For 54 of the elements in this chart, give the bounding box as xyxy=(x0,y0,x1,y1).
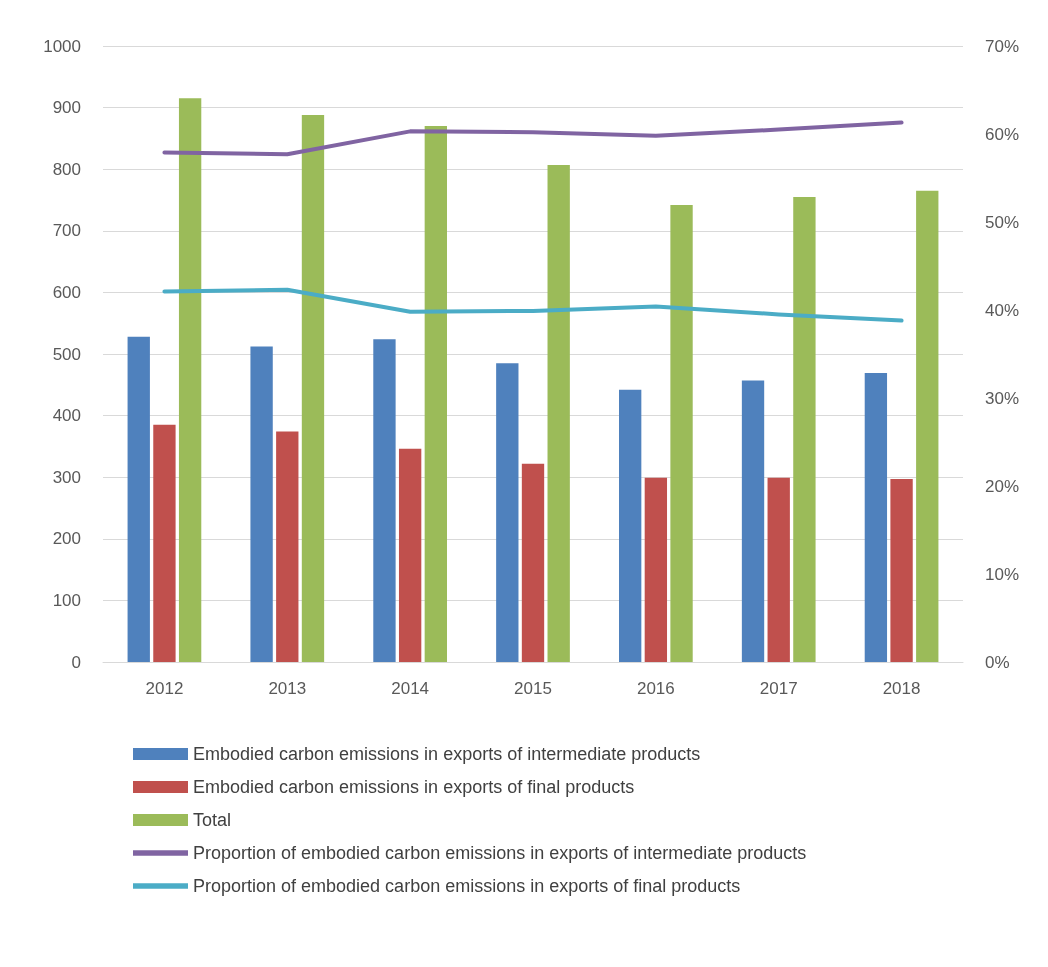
bar xyxy=(793,196,816,662)
bar xyxy=(127,336,150,662)
y2-tick-label: 0% xyxy=(985,652,1010,672)
x-tick-label: 2012 xyxy=(145,679,184,698)
bar xyxy=(424,126,447,662)
bar xyxy=(741,380,765,662)
bar xyxy=(916,190,939,662)
x-tick-label: 2013 xyxy=(268,679,307,698)
legend-label: Embodied carbon emissions in exports of intermediate products xyxy=(193,744,701,764)
y-tick-label: 700 xyxy=(52,221,81,241)
y2-tick-label: 60% xyxy=(985,124,1020,144)
y-tick-label: 600 xyxy=(52,282,81,302)
legend-label: Embodied carbon emissions in exports of final products xyxy=(193,777,635,797)
bar xyxy=(890,479,913,662)
bar xyxy=(767,477,790,662)
line-series xyxy=(162,287,904,323)
bar xyxy=(276,431,299,662)
y-tick-label: 1000 xyxy=(43,36,81,56)
y2-tick-label: 10% xyxy=(985,564,1020,584)
x-tick-label: 2014 xyxy=(391,679,430,698)
bar xyxy=(153,424,176,662)
y2-tick-label: 20% xyxy=(985,476,1020,496)
y2-tick-label: 40% xyxy=(985,300,1020,320)
y-tick-label: 900 xyxy=(52,98,81,118)
bar xyxy=(619,389,642,662)
bar xyxy=(398,448,422,662)
bar xyxy=(521,463,545,662)
bar xyxy=(644,477,668,662)
bar xyxy=(496,363,519,662)
y2-tick-label: 30% xyxy=(985,388,1020,408)
y-tick-label: 200 xyxy=(52,529,81,549)
bar xyxy=(670,204,693,662)
bar xyxy=(373,339,396,662)
legend-label: Proportion of embodied carbon emissions in exports of intermediate products xyxy=(193,843,807,863)
y2-tick-label: 70% xyxy=(985,36,1020,56)
line-series xyxy=(162,120,904,157)
y2-tick-label: 50% xyxy=(985,212,1020,232)
bar xyxy=(178,98,202,662)
x-tick-label: 2018 xyxy=(882,679,921,698)
bar xyxy=(250,346,273,662)
bar xyxy=(301,114,325,662)
y-tick-label: 400 xyxy=(52,406,81,426)
x-tick-label: 2016 xyxy=(636,679,675,698)
bar xyxy=(547,164,570,662)
y-tick-label: 500 xyxy=(52,344,81,364)
legend-label: Proportion of embodied carbon emissions in exports of final products xyxy=(193,876,741,896)
y-tick-label: 0 xyxy=(71,652,81,672)
y-tick-label: 300 xyxy=(52,467,81,487)
y-tick-label: 100 xyxy=(52,590,81,610)
legend-label: Total xyxy=(193,810,232,830)
x-tick-label: 2017 xyxy=(759,679,798,698)
y-tick-label: 800 xyxy=(52,159,81,179)
bar xyxy=(864,373,888,662)
x-tick-label: 2015 xyxy=(514,679,552,698)
